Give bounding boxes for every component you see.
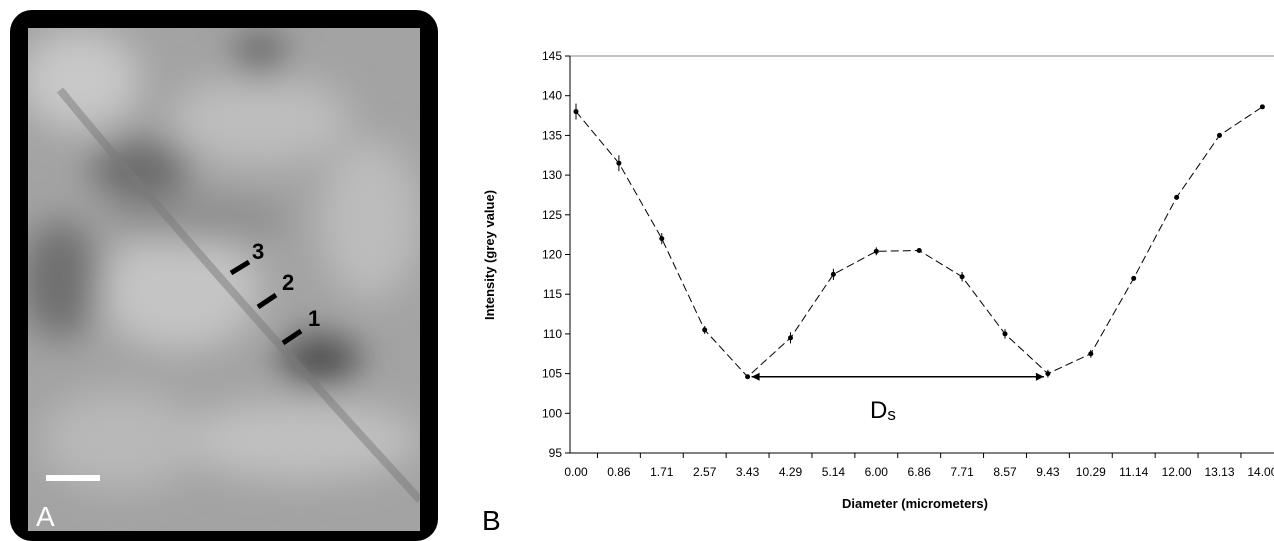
data-point — [830, 271, 836, 277]
x-tick-label: 2.57 — [693, 465, 717, 479]
y-tick-label: 125 — [542, 208, 562, 222]
x-tick-label: 1.71 — [650, 465, 674, 479]
x-tick-label: 6.00 — [865, 465, 889, 479]
data-line — [575, 106, 1263, 378]
x-tick-label: 14.00 — [1247, 465, 1274, 479]
x-tick-label: 0.00 — [564, 465, 588, 479]
x-tick-label: 3.43 — [736, 465, 760, 479]
x-tick-label: 9.43 — [1036, 465, 1060, 479]
marker-label: 2 — [282, 270, 294, 295]
data-point — [1045, 371, 1051, 377]
marker-label: 1 — [308, 306, 320, 331]
line-markers — [229, 259, 303, 346]
y-tick-label: 95 — [549, 446, 563, 460]
micrograph — [28, 28, 420, 531]
y-tick-label: 115 — [543, 287, 562, 301]
x-tick-label: 8.57 — [993, 465, 1017, 479]
annotation-subscript: s — [887, 405, 896, 424]
marker-label: 3 — [252, 239, 264, 264]
data-point — [1131, 275, 1137, 281]
x-tick-label: 4.29 — [779, 465, 803, 479]
y-tick-label: 120 — [542, 248, 562, 262]
y-tick-label: 135 — [542, 128, 562, 142]
data-point — [745, 374, 751, 380]
y-tick-label: 110 — [543, 327, 562, 341]
data-point — [1217, 132, 1222, 138]
y-axis-title: Intensity (grey value) — [482, 190, 497, 320]
data-point — [1259, 104, 1265, 110]
scale-bar — [46, 475, 100, 481]
data-point — [873, 248, 879, 254]
data-point — [702, 327, 708, 333]
y-tick-label: 140 — [542, 89, 562, 103]
x-tick-label: 5.14 — [822, 465, 846, 479]
x-tick-label: 12.00 — [1162, 465, 1192, 479]
data-point — [1088, 351, 1094, 357]
x-tick-label: 13.13 — [1204, 465, 1234, 479]
data-point — [959, 274, 965, 280]
data-point — [573, 109, 579, 115]
data-point — [659, 236, 665, 242]
y-tick-label: 130 — [542, 168, 562, 182]
y-tick-label: 105 — [542, 367, 562, 381]
x-tick-label: 0.86 — [607, 465, 631, 479]
x-tick-label: 6.86 — [908, 465, 932, 479]
x-tick-label: 10.29 — [1076, 465, 1106, 479]
x-tick-label: 11.14 — [1119, 465, 1148, 479]
data-point — [1002, 331, 1008, 337]
y-tick-label: 100 — [542, 406, 562, 420]
y-tick-label: 145 — [542, 49, 562, 63]
panel-label: B — [482, 505, 501, 536]
data-point — [788, 335, 793, 341]
annotation: Ds — [870, 397, 896, 424]
x-tick-label: 7.71 — [950, 465, 974, 479]
panel-label: A — [36, 501, 55, 532]
x-axis-title: Diameter (micrometers) — [842, 496, 988, 511]
data-point — [616, 160, 622, 166]
data-point — [1174, 194, 1180, 200]
data-point — [916, 248, 922, 254]
